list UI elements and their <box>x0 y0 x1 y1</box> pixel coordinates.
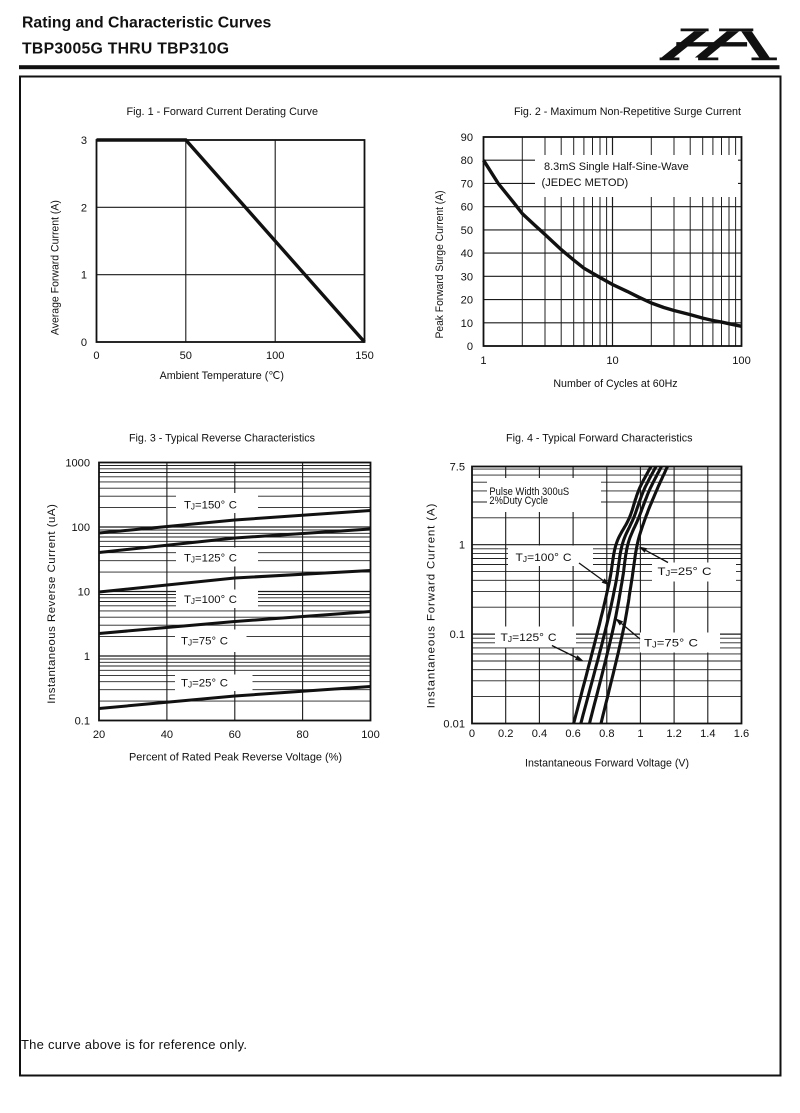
svg-text:1: 1 <box>84 651 90 663</box>
svg-text:10: 10 <box>78 587 90 599</box>
svg-text:TJ=100°C: TJ=100° C <box>516 552 572 564</box>
svg-text:1: 1 <box>480 355 486 367</box>
svg-text:1: 1 <box>81 270 87 282</box>
svg-text:0.4: 0.4 <box>532 728 547 740</box>
svg-text:1.4: 1.4 <box>700 728 715 740</box>
svg-text:40: 40 <box>461 248 473 260</box>
svg-text:80: 80 <box>296 729 308 741</box>
svg-text:2%Duty Cycle: 2%Duty Cycle <box>489 495 548 507</box>
svg-text:0: 0 <box>93 350 99 362</box>
svg-text:40: 40 <box>161 729 173 741</box>
svg-text:50: 50 <box>180 350 192 362</box>
svg-text:TJ=125°C: TJ=125° C <box>184 553 237 565</box>
svg-text:Instantaneous Forward Voltage: Instantaneous Forward Voltage (V) <box>525 758 689 770</box>
svg-text:Fig. 4 - Typical Forward Chara: Fig. 4 - Typical Forward Characteristics <box>506 433 693 445</box>
svg-text:The curve above is for referen: The curve above is for reference only. <box>21 1037 247 1052</box>
svg-text:TJ=100°C: TJ=100° C <box>184 594 237 606</box>
svg-text:Fig. 1 - Forward Current Derat: Fig. 1 - Forward Current Derating Curve <box>127 106 319 118</box>
svg-text:100: 100 <box>71 522 90 534</box>
svg-text:(JEDEC METOD): (JEDEC METOD) <box>542 177 629 189</box>
svg-text:1: 1 <box>459 540 465 552</box>
svg-text:0.01: 0.01 <box>443 719 465 731</box>
svg-text:20: 20 <box>461 295 473 307</box>
svg-text:100: 100 <box>266 350 285 362</box>
svg-text:0.6: 0.6 <box>565 728 580 740</box>
svg-text:20: 20 <box>93 729 105 741</box>
svg-text:Rating and Characteristic Curv: Rating and Characteristic Curves <box>22 15 272 32</box>
svg-text:TJ=150°C: TJ=150° C <box>184 500 237 512</box>
svg-text:Peak Forward Surge Current (A): Peak Forward Surge Current (A) <box>434 190 446 338</box>
svg-text:1: 1 <box>637 728 643 740</box>
svg-text:0: 0 <box>467 341 473 353</box>
svg-text:80: 80 <box>461 155 473 167</box>
svg-text:100: 100 <box>361 729 380 741</box>
svg-text:60: 60 <box>229 729 241 741</box>
svg-text:TBP3005G THRU TBP310G: TBP3005G THRU TBP310G <box>22 41 229 58</box>
svg-text:Fig. 3 - Typical Reverse Chara: Fig. 3 - Typical Reverse Characteristics <box>129 433 315 445</box>
svg-text:100: 100 <box>732 355 751 367</box>
svg-text:1.6: 1.6 <box>734 728 749 740</box>
svg-text:8.3mS Single Half-Sine-Wave: 8.3mS Single Half-Sine-Wave <box>544 161 689 173</box>
svg-text:3: 3 <box>81 135 87 147</box>
svg-text:1.2: 1.2 <box>666 728 681 740</box>
svg-text:7.5: 7.5 <box>450 462 465 474</box>
svg-text:0.1: 0.1 <box>75 716 90 728</box>
svg-text:60: 60 <box>461 202 473 214</box>
svg-text:10: 10 <box>606 355 618 367</box>
svg-text:70: 70 <box>461 178 473 190</box>
svg-text:150: 150 <box>355 350 374 362</box>
svg-text:Instantaneous Reverse Current: Instantaneous Reverse Current (uA) <box>46 504 58 704</box>
svg-text:50: 50 <box>461 225 473 237</box>
svg-text:0.1: 0.1 <box>450 629 465 641</box>
svg-text:0.8: 0.8 <box>599 728 614 740</box>
svg-text:TJ=125°C: TJ=125° C <box>501 632 557 644</box>
svg-text:Average Forward Current (A): Average Forward Current (A) <box>50 200 62 335</box>
svg-text:1000: 1000 <box>65 458 90 470</box>
svg-text:2: 2 <box>81 202 87 214</box>
svg-text:0: 0 <box>81 337 87 349</box>
svg-text:Instantaneous Forward Current: Instantaneous Forward Current (A) <box>426 504 438 709</box>
svg-text:Number of Cycles at 60Hz: Number of Cycles at 60Hz <box>553 378 677 390</box>
svg-text:Pulse Width 300uS: Pulse Width 300uS <box>489 486 569 498</box>
svg-text:0.2: 0.2 <box>498 728 513 740</box>
svg-text:90: 90 <box>461 132 473 144</box>
svg-text:Percent of Rated Peak Reverse: Percent of Rated Peak Reverse Voltage (%… <box>129 752 342 764</box>
svg-text:Ambient Temperature (℃): Ambient Temperature (℃) <box>160 370 284 382</box>
svg-text:Fig. 2 - Maximum Non-Repetitiv: Fig. 2 - Maximum Non-Repetitive Surge Cu… <box>514 106 741 118</box>
svg-text:10: 10 <box>461 318 473 330</box>
svg-text:30: 30 <box>461 271 473 283</box>
svg-text:0: 0 <box>469 728 475 740</box>
